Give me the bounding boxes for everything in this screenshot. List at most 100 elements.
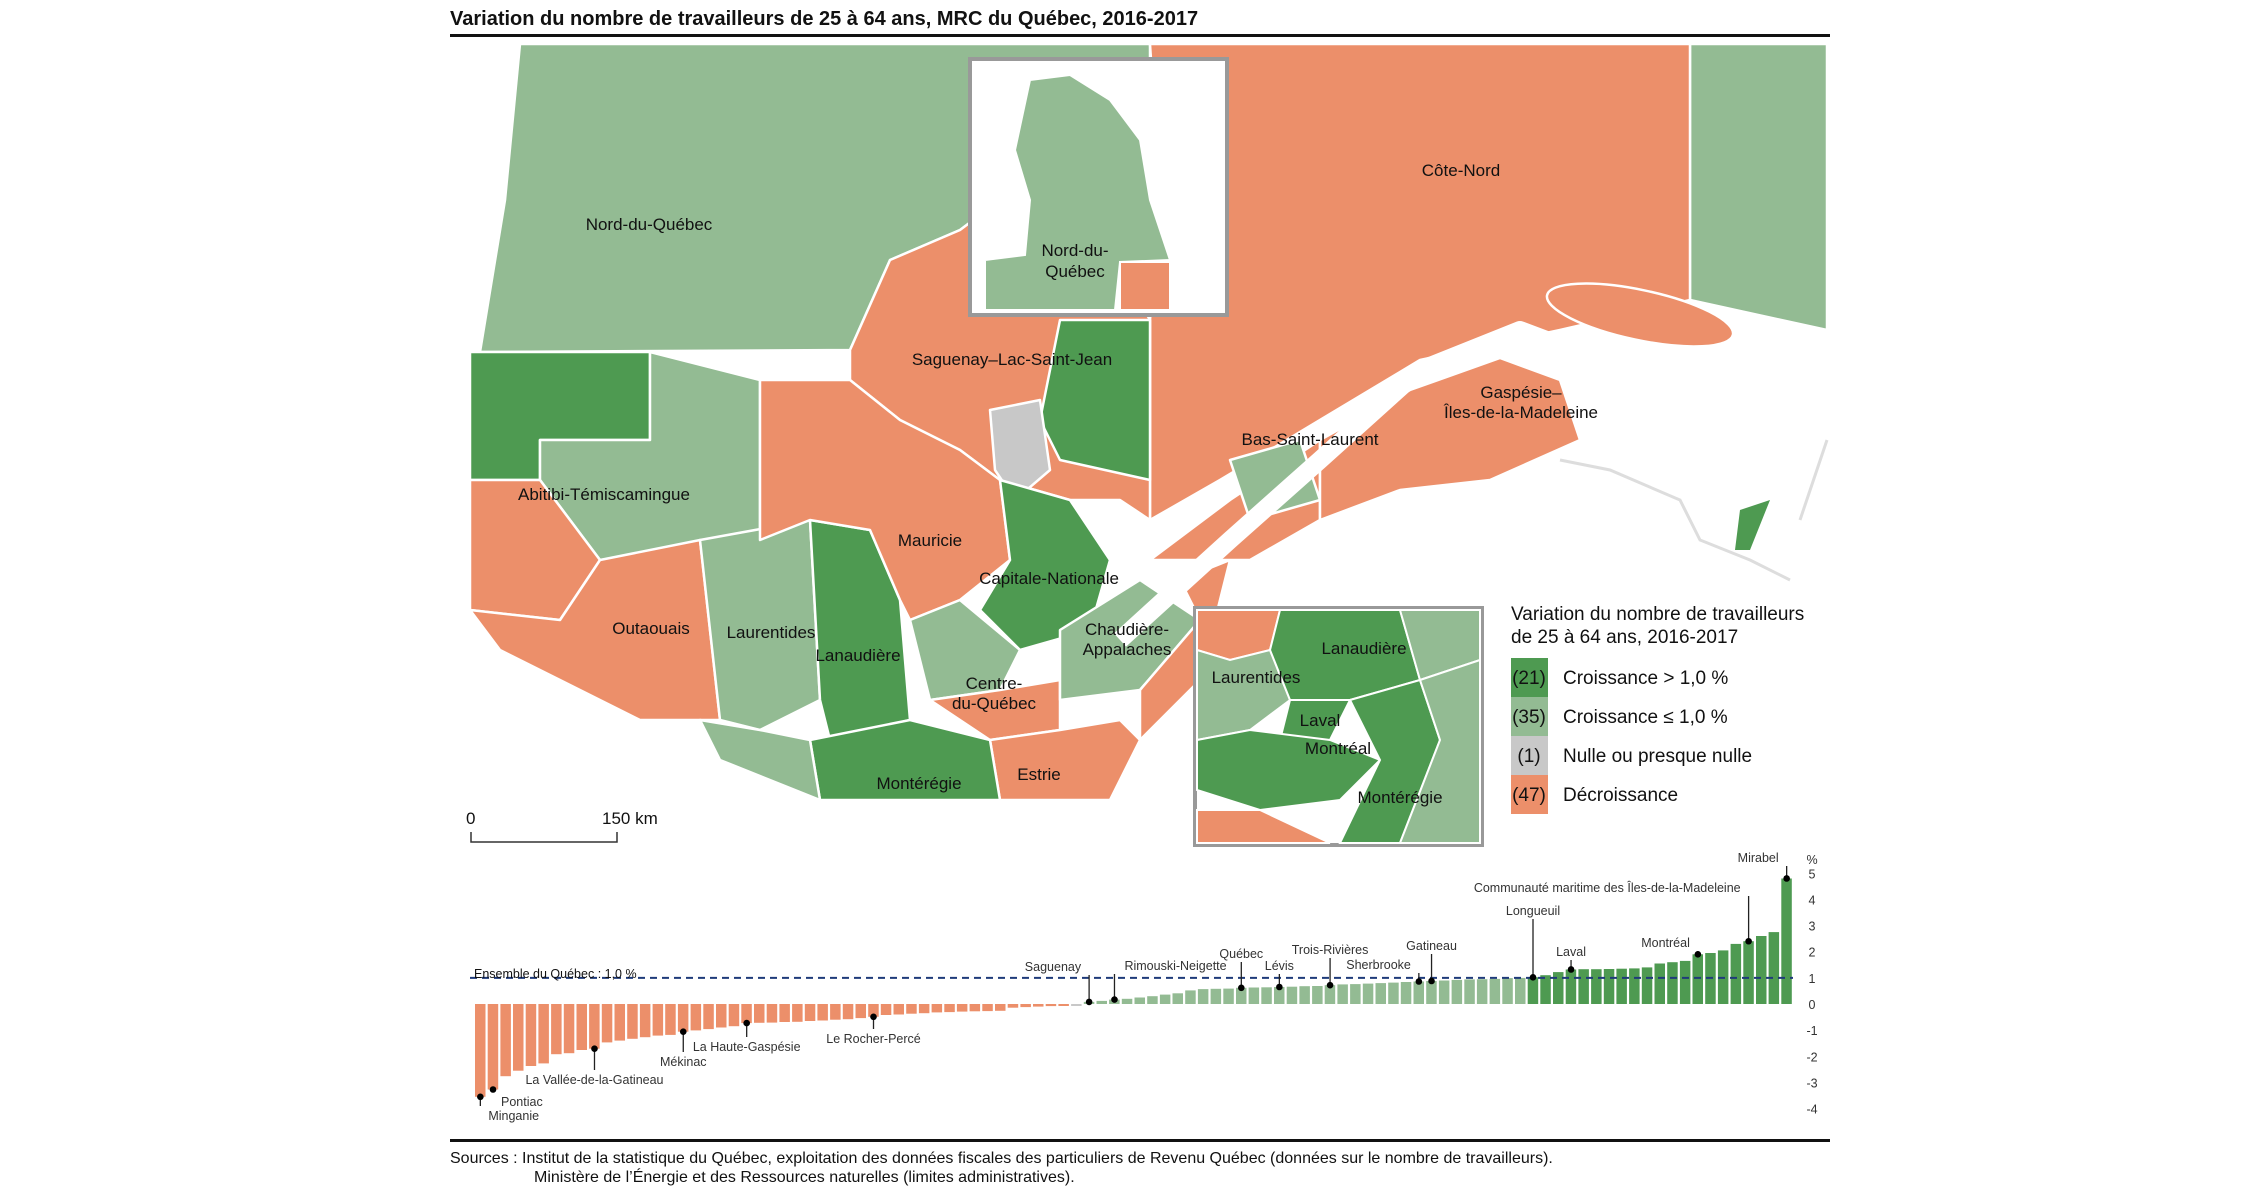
region-gaspesie[interactable] — [1318, 356, 1582, 522]
bar — [538, 1004, 549, 1064]
bar — [1058, 1004, 1069, 1006]
bar — [1033, 1004, 1044, 1007]
legend-swatch — [1511, 658, 1548, 697]
bar — [1616, 968, 1627, 1004]
label-lanaudiere: Lanaudière — [815, 646, 900, 665]
callout-label: Sherbrooke — [1346, 958, 1411, 972]
bar — [475, 1004, 486, 1097]
bar — [918, 1004, 930, 1014]
scale-zero: 0 — [466, 809, 475, 828]
legend-swatch — [1511, 697, 1548, 736]
y-tick-label: 1 — [1809, 972, 1816, 986]
y-tick-label: -3 — [1806, 1076, 1817, 1090]
st-lawrence-river — [1113, 321, 1564, 647]
region-saguenay-green[interactable] — [1038, 318, 1152, 482]
bar — [995, 1004, 1006, 1011]
callout-label: Pontiac — [501, 1095, 543, 1109]
bar — [1159, 994, 1171, 1004]
y-tick-label: 4 — [1809, 893, 1816, 907]
inset-mtl-monteregie: Montérégie — [1357, 788, 1442, 807]
bar — [830, 1004, 841, 1020]
region-monteregie-light[interactable] — [698, 718, 822, 802]
callout-label: Le Rocher-Percé — [826, 1032, 921, 1046]
sources-line-2: Ministère de l’Énergie et des Ressources… — [534, 1167, 1075, 1186]
y-tick-label: -4 — [1806, 1103, 1817, 1117]
y-tick-label: 2 — [1809, 946, 1816, 960]
bar — [1565, 969, 1577, 1004]
region-anticosti[interactable] — [1542, 271, 1738, 359]
bar — [1730, 943, 1742, 1004]
y-tick-label: 0 — [1809, 998, 1816, 1012]
scale-distance: 150 km — [602, 809, 658, 828]
legend-label: Nulle ou presque nulle — [1563, 746, 1752, 767]
bar — [1426, 981, 1437, 1004]
region-labels: Nord-du-Québec Côte-Nord Saguenay–Lac-Sa… — [518, 161, 1598, 793]
legend-count: (1) — [1517, 746, 1540, 767]
bar — [1692, 954, 1703, 1004]
callout-label: Communauté maritime des Îles-de-la-Madel… — [1474, 880, 1741, 895]
callout-dot — [1428, 977, 1435, 985]
bar — [1413, 981, 1424, 1004]
callout-dot — [1276, 983, 1283, 991]
inset-mtl-lanaudiere: Lanaudière — [1321, 639, 1406, 658]
bar — [1236, 987, 1247, 1004]
region-saguenay-null[interactable] — [988, 398, 1052, 502]
callout-dot — [1085, 998, 1093, 1006]
bar — [1324, 985, 1336, 1004]
callout-dot — [1238, 984, 1245, 992]
bottom-rule — [450, 1139, 1830, 1142]
bar — [779, 1004, 790, 1022]
bar — [1768, 932, 1780, 1004]
callout-label: Trois-Rivières — [1292, 943, 1369, 957]
legend-count: (35) — [1512, 707, 1546, 728]
bar — [855, 1004, 866, 1019]
label-gaspesie-1: Gaspésie– — [1480, 383, 1562, 402]
bar — [601, 1004, 613, 1043]
bar — [1540, 975, 1551, 1004]
callout-label: Minganie — [488, 1109, 539, 1123]
region-capitale-nationale[interactable] — [978, 478, 1112, 652]
callout-label: Mékinac — [660, 1055, 707, 1069]
label-nord-du-quebec: Nord-du-Québec — [586, 215, 713, 234]
bar — [1312, 986, 1323, 1004]
y-axis-unit: % — [1806, 853, 1817, 867]
label-laurentides: Laurentides — [727, 623, 816, 642]
callout-label: Montréal — [1641, 936, 1690, 950]
bar — [1375, 983, 1386, 1004]
bar — [1578, 969, 1589, 1004]
bar — [1400, 982, 1412, 1004]
bar — [1489, 978, 1501, 1004]
scale-bar: 0 150 km — [466, 809, 658, 843]
bar — [1591, 969, 1602, 1004]
bar — [1464, 979, 1475, 1004]
callout-dot — [1111, 996, 1118, 1003]
bar — [1603, 969, 1615, 1004]
bar — [792, 1004, 803, 1022]
callout-label: Saguenay — [1025, 960, 1082, 974]
legend-title-1: Variation du nombre de travailleurs — [1511, 604, 1804, 625]
callout-label: Mirabel — [1738, 851, 1779, 865]
label-cote-nord: Côte-Nord — [1422, 161, 1500, 180]
inset-mtl-montreal: Montréal — [1305, 739, 1371, 758]
bar — [1502, 978, 1513, 1004]
bar — [627, 1004, 638, 1039]
bar — [1172, 993, 1183, 1004]
bar — [1438, 980, 1450, 1004]
bar — [1515, 977, 1526, 1004]
bar — [1756, 936, 1767, 1004]
bar — [652, 1004, 664, 1036]
callout-dot — [1783, 875, 1790, 882]
inset-nord-du-quebec: Nord-du- Québec — [968, 57, 1229, 317]
y-tick-label: 3 — [1809, 920, 1816, 934]
bar — [1121, 998, 1133, 1004]
region-nord-east[interactable] — [1688, 42, 1829, 332]
bar — [1527, 977, 1539, 1004]
inset-label-2: Québec — [1045, 262, 1105, 281]
bar — [868, 1004, 879, 1017]
bar — [551, 1004, 562, 1055]
region-iles-madeleine[interactable] — [1735, 500, 1770, 550]
region-centre-du-quebec[interactable] — [928, 678, 1062, 742]
bar — [487, 1004, 499, 1090]
inset-label-1: Nord-du- — [1041, 241, 1108, 260]
bar — [1679, 960, 1691, 1004]
